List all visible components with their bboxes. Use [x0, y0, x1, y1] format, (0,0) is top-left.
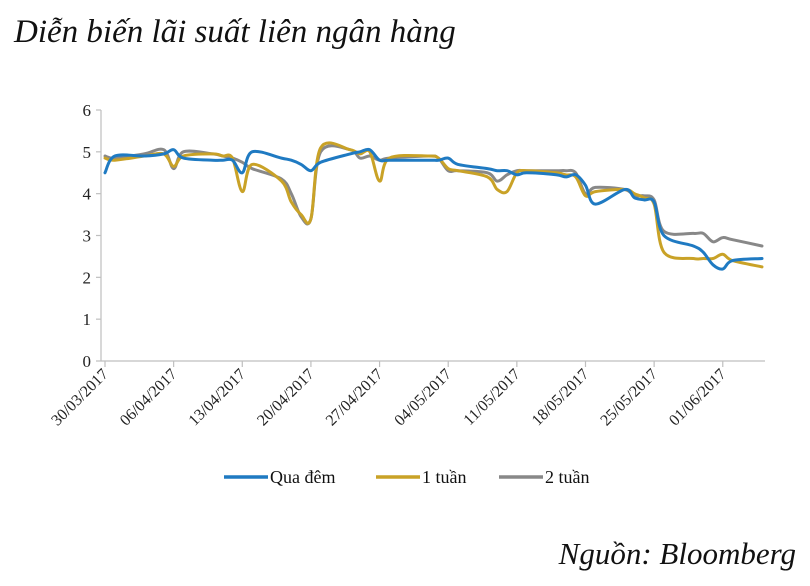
x-tick-label: 25/05/2017 — [597, 366, 661, 430]
legend-entry-2-tuan: 2 tuần — [499, 467, 590, 487]
x-tick-label: 04/05/2017 — [391, 366, 455, 430]
y-tick-label: 6 — [83, 101, 92, 120]
legend-label: 1 tuần — [422, 467, 467, 487]
y-tick-label: 3 — [83, 227, 92, 246]
x-tick-label: 11/05/2017 — [461, 366, 524, 429]
y-tick-label: 0 — [83, 352, 92, 371]
x-tick-label: 20/04/2017 — [254, 366, 318, 430]
chart-source: Nguồn: Bloomberg — [558, 536, 796, 571]
y-tick-label: 4 — [83, 185, 92, 204]
y-tick-label: 5 — [83, 143, 92, 162]
y-tick-label: 2 — [83, 268, 92, 287]
x-tick-label: 06/04/2017 — [117, 366, 181, 430]
x-tick-label: 13/04/2017 — [186, 366, 250, 430]
chart-title: Diễn biến lãi suất liên ngân hàng — [14, 14, 456, 50]
series-line-qua-dem — [103, 147, 764, 271]
x-tick-label: 27/04/2017 — [323, 366, 387, 430]
legend-entry-1-tuan: 1 tuần — [376, 467, 467, 487]
y-tick-label: 1 — [83, 310, 92, 329]
x-tick-label: 18/05/2017 — [529, 366, 593, 430]
legend-label: Qua đêm — [270, 467, 335, 487]
x-tick-label: 01/06/2017 — [666, 366, 730, 430]
legend-entry-qua-dem: Qua đêm — [224, 467, 335, 487]
legend-label: 2 tuần — [545, 467, 590, 487]
x-tick-label: 30/03/2017 — [48, 366, 112, 430]
